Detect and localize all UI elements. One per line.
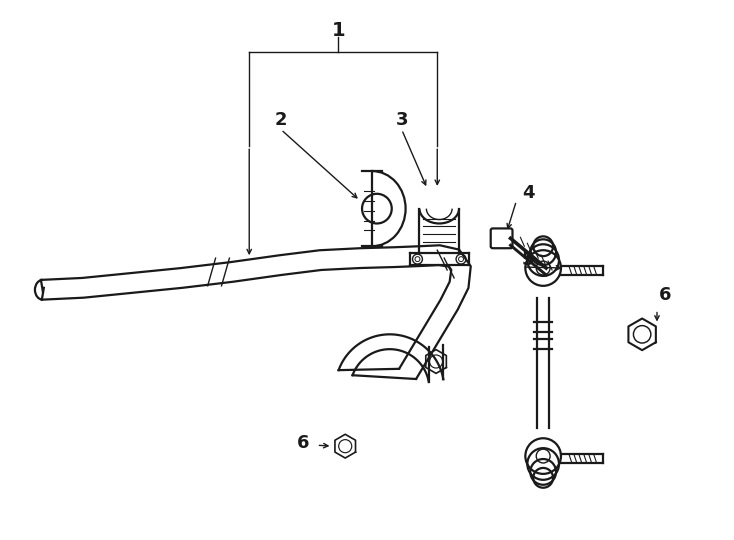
Text: 4: 4: [522, 184, 534, 202]
Text: 6: 6: [658, 286, 671, 303]
Text: 5: 5: [522, 251, 534, 269]
Text: 3: 3: [396, 111, 408, 129]
Text: 2: 2: [275, 111, 287, 129]
Text: 1: 1: [332, 21, 345, 40]
Text: 6: 6: [297, 434, 309, 452]
